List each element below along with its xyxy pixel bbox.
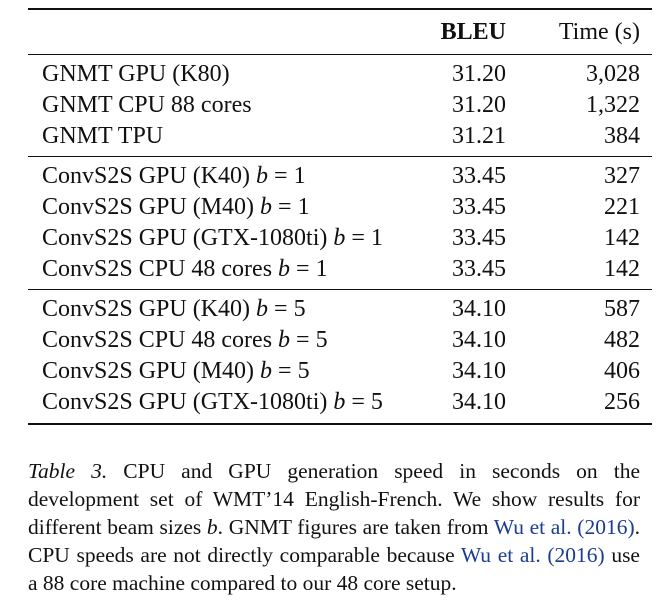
cell-time: 406 — [604, 358, 640, 384]
header-model — [28, 8, 396, 55]
cell-time: 587 — [510, 289, 652, 325]
beam-variable: b — [260, 194, 273, 220]
table-row: ConvS2S CPU 48 cores b = 5 34.10 482 — [28, 325, 652, 356]
beam-variable: b — [278, 327, 291, 353]
cell-model: ConvS2S GPU (GTX-1080ti) b = 5 — [28, 387, 396, 425]
table-caption: Table 3. CPU and GPU generation speed in… — [28, 457, 640, 597]
cell-model: ConvS2S GPU (M40) b = 5 — [28, 356, 396, 387]
model-name: ConvS2S GPU (M40) — [42, 358, 255, 384]
beam-value: = 5 — [351, 389, 383, 415]
model-name: GNMT CPU 88 cores — [42, 92, 252, 118]
cell-model: ConvS2S GPU (K40) b = 1 — [28, 156, 396, 192]
table-row: ConvS2S GPU (K40) b = 5 34.10 587 — [28, 289, 652, 325]
cell-bleu: 34.10 — [396, 387, 510, 425]
header-row: BLEU Time (s) — [28, 8, 652, 55]
beam-variable: b — [256, 163, 269, 189]
cell-bleu: 33.45 — [452, 256, 506, 282]
beam-value: = 1 — [351, 225, 383, 251]
beam-variable: b — [333, 225, 346, 251]
citation-link-2[interactable]: Wu et al. (2016) — [460, 543, 605, 567]
caption-text-3: . CPU speeds are not directly comparable… — [28, 515, 640, 567]
cell-time: 256 — [510, 387, 652, 425]
beam-value: = 1 — [278, 194, 310, 220]
cell-model: ConvS2S CPU 48 cores b = 5 — [28, 325, 396, 356]
cell-bleu: 33.45 — [396, 156, 510, 192]
header-bleu: BLEU — [396, 8, 510, 55]
table-row: ConvS2S GPU (GTX-1080ti) b = 1 33.45 142 — [28, 223, 652, 254]
cell-time: 142 — [604, 225, 640, 251]
cell-model: GNMT CPU 88 cores — [28, 90, 396, 121]
model-name: ConvS2S GPU (GTX-1080ti) — [42, 225, 328, 251]
cell-time: 327 — [510, 156, 652, 192]
beam-value: = 5 — [278, 358, 310, 384]
model-name: ConvS2S GPU (GTX-1080ti) — [42, 389, 328, 415]
beam-variable: b — [256, 296, 269, 322]
model-name: ConvS2S CPU 48 cores — [42, 327, 273, 353]
cell-model: ConvS2S GPU (K40) b = 5 — [28, 289, 396, 325]
model-name: ConvS2S GPU (M40) — [42, 194, 255, 220]
table-row: ConvS2S CPU 48 cores b = 1 33.45 142 — [28, 254, 652, 290]
table-row: ConvS2S GPU (M40) b = 5 34.10 406 — [28, 356, 652, 387]
caption-text-4: use a 88 core machine compared to our 48… — [28, 543, 640, 595]
beam-value: = 1 — [296, 256, 328, 282]
cell-model: ConvS2S CPU 48 cores b = 1 — [28, 254, 396, 290]
cell-time: 221 — [604, 194, 640, 220]
cell-bleu: 34.10 — [452, 327, 506, 353]
beam-variable: b — [260, 358, 273, 384]
header-time: Time (s) — [510, 8, 652, 55]
model-name: GNMT TPU — [42, 123, 164, 149]
beam-variable: b — [278, 256, 291, 282]
beam-value: = 5 — [296, 327, 328, 353]
table-row: GNMT GPU (K80) 31.20 3,028 — [28, 54, 652, 90]
table-row: ConvS2S GPU (M40) b = 1 33.45 221 — [28, 192, 652, 223]
cell-bleu: 31.20 — [396, 54, 510, 90]
cell-bleu: 34.10 — [396, 289, 510, 325]
cell-time: 3,028 — [510, 54, 652, 90]
caption-text-1: CPU and GPU generation speed in seconds … — [28, 459, 641, 539]
caption-beam-variable: b — [206, 515, 218, 539]
citation-link-1[interactable]: Wu et al. (2016) — [493, 515, 635, 539]
table-row: ConvS2S GPU (K40) b = 1 33.45 327 — [28, 156, 652, 192]
table-row: ConvS2S GPU (GTX-1080ti) b = 5 34.10 256 — [28, 387, 652, 425]
cell-bleu: 31.20 — [452, 92, 506, 118]
cell-model: ConvS2S GPU (M40) b = 1 — [28, 192, 396, 223]
model-name: ConvS2S GPU (K40) — [42, 163, 251, 189]
table-row: GNMT CPU 88 cores 31.20 1,322 — [28, 90, 652, 121]
beam-value: = 1 — [274, 163, 306, 189]
cell-model: ConvS2S GPU (GTX-1080ti) b = 1 — [28, 223, 396, 254]
cell-model: GNMT GPU (K80) — [28, 54, 396, 90]
model-name: ConvS2S CPU 48 cores — [42, 256, 273, 282]
model-name: ConvS2S GPU (K40) — [42, 296, 251, 322]
cell-time: 142 — [604, 256, 640, 282]
caption-label: Table 3. — [28, 459, 108, 483]
cell-bleu: 33.45 — [452, 194, 506, 220]
cell-time: 384 — [604, 123, 640, 149]
table-body: GNMT GPU (K80) 31.20 3,028 GNMT CPU 88 core… — [28, 54, 652, 425]
beam-value: = 5 — [274, 296, 306, 322]
cell-bleu: 31.21 — [452, 123, 506, 149]
results-table: BLEU Time (s) GNMT GPU (K80) 31.20 3,028 GN… — [28, 8, 652, 425]
cell-time: 482 — [604, 327, 640, 353]
caption-text-2: . GNMT figures are taken from — [217, 515, 494, 539]
cell-bleu: 33.45 — [452, 225, 506, 251]
cell-time: 1,322 — [586, 92, 640, 118]
cell-bleu: 34.10 — [452, 358, 506, 384]
model-name: GNMT GPU (K80) — [42, 61, 230, 87]
cell-model: GNMT TPU — [28, 121, 396, 157]
beam-variable: b — [333, 389, 346, 415]
table-row: GNMT TPU 31.21 384 — [28, 121, 652, 157]
